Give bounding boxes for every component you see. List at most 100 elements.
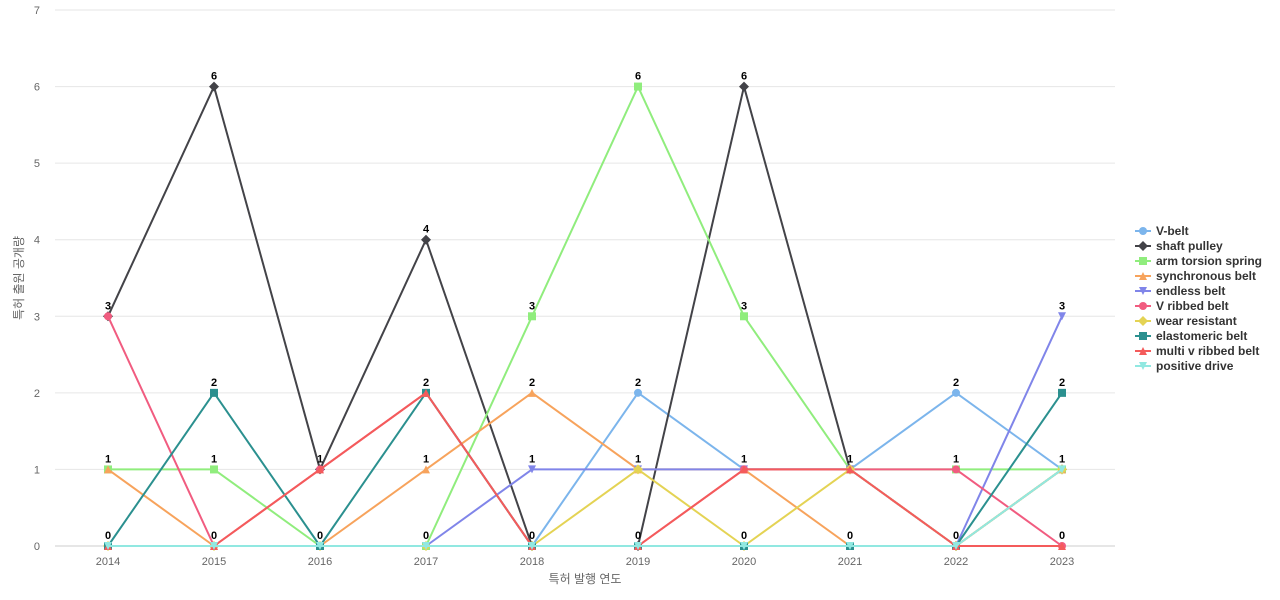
grid-layer xyxy=(55,9,1115,547)
data-label: 0 xyxy=(741,530,747,542)
data-label: 2 xyxy=(635,377,641,389)
data-label: 2 xyxy=(953,377,959,389)
data-label: 2 xyxy=(423,377,429,389)
y-tick-label: 6 xyxy=(34,82,40,94)
legend-label: endless belt xyxy=(1156,284,1225,298)
data-label: 2 xyxy=(529,377,535,389)
legend-item[interactable]: elastomeric belt xyxy=(1135,329,1247,343)
data-point[interactable] xyxy=(210,465,218,474)
legend-item[interactable]: synchronous belt xyxy=(1135,269,1256,283)
legend-marker-symbol xyxy=(1139,272,1147,280)
legend-marker-symbol xyxy=(1138,316,1148,326)
y-tick-label: 1 xyxy=(34,464,40,476)
data-point[interactable] xyxy=(104,542,112,550)
data-point[interactable] xyxy=(528,542,536,550)
legend-item[interactable]: multi v ribbed belt xyxy=(1135,344,1259,358)
data-point[interactable] xyxy=(210,542,218,550)
data-point[interactable] xyxy=(846,542,854,550)
data-point[interactable] xyxy=(952,542,960,550)
data-point[interactable] xyxy=(1058,388,1066,397)
y-tick-label: 4 xyxy=(34,235,40,247)
data-point[interactable] xyxy=(952,465,960,474)
x-tick-label: 2019 xyxy=(626,556,650,568)
data-label: 0 xyxy=(423,530,429,542)
data-label: 1 xyxy=(953,453,959,465)
series-line[interactable] xyxy=(108,468,1063,547)
data-point[interactable] xyxy=(210,388,218,397)
data-point[interactable] xyxy=(633,464,643,475)
data-point[interactable] xyxy=(739,81,749,92)
data-label: 2 xyxy=(1059,377,1065,389)
legend-label: V-belt xyxy=(1156,224,1189,238)
data-label: 6 xyxy=(741,71,747,83)
data-point[interactable] xyxy=(1058,542,1066,550)
data-point[interactable] xyxy=(1058,465,1066,474)
data-point[interactable] xyxy=(528,312,536,321)
data-label: 1 xyxy=(741,453,747,465)
data-point[interactable] xyxy=(422,465,430,474)
series-layer xyxy=(103,81,1067,551)
data-point[interactable] xyxy=(421,234,431,245)
data-point[interactable] xyxy=(740,312,748,321)
legend-label: arm torsion spring xyxy=(1156,254,1262,268)
data-point[interactable] xyxy=(316,465,324,474)
legend-marker-symbol xyxy=(1139,347,1147,355)
data-label: 0 xyxy=(529,530,535,542)
legend-item[interactable]: V-belt xyxy=(1135,224,1189,238)
data-label: 3 xyxy=(529,300,535,312)
data-label: 3 xyxy=(1059,300,1065,312)
legend-item[interactable]: V ribbed belt xyxy=(1135,299,1229,313)
x-tick-label: 2014 xyxy=(96,556,120,568)
x-tick-label: 2023 xyxy=(1050,556,1074,568)
data-label: 0 xyxy=(317,530,323,542)
data-point[interactable] xyxy=(528,388,536,397)
legend-label: synchronous belt xyxy=(1156,269,1256,283)
legend-item[interactable]: wear resistant xyxy=(1135,314,1237,328)
data-point[interactable] xyxy=(952,388,960,397)
legend-item[interactable]: arm torsion spring xyxy=(1135,254,1262,268)
legend-marker-symbol xyxy=(1139,302,1147,310)
data-label: 0 xyxy=(847,530,853,542)
data-point[interactable] xyxy=(209,81,219,92)
y-axis-title: 특허 출원 공개량 xyxy=(12,236,26,320)
data-point[interactable] xyxy=(634,388,642,397)
data-point[interactable] xyxy=(740,542,748,550)
data-point[interactable] xyxy=(634,82,642,91)
x-tick-label: 2021 xyxy=(838,556,862,568)
x-tick-label: 2015 xyxy=(202,556,226,568)
data-point[interactable] xyxy=(104,465,112,474)
data-point[interactable] xyxy=(528,465,536,474)
legend-marker-symbol xyxy=(1139,287,1147,295)
x-tick-label: 2018 xyxy=(520,556,544,568)
data-label: 1 xyxy=(105,453,111,465)
data-label: 0 xyxy=(211,530,217,542)
data-label: 1 xyxy=(635,453,641,465)
x-tick-label: 2022 xyxy=(944,556,968,568)
data-label: 1 xyxy=(211,453,217,465)
data-point[interactable] xyxy=(740,465,748,474)
series-wear-resistant xyxy=(103,464,1067,551)
x-tick-label: 2016 xyxy=(308,556,332,568)
data-label: 1 xyxy=(1059,453,1065,465)
data-label: 6 xyxy=(635,71,641,83)
series-line[interactable] xyxy=(108,468,1063,547)
y-tick-label: 5 xyxy=(34,158,40,170)
data-point[interactable] xyxy=(316,542,324,550)
data-label: 4 xyxy=(423,224,430,236)
legend-item[interactable]: shaft pulley xyxy=(1135,239,1223,253)
data-point[interactable] xyxy=(422,388,430,397)
data-point[interactable] xyxy=(634,542,642,550)
legend-label: multi v ribbed belt xyxy=(1156,344,1259,358)
data-point[interactable] xyxy=(422,542,430,550)
legend-label: positive drive xyxy=(1156,359,1234,373)
legend-item[interactable]: endless belt xyxy=(1135,284,1225,298)
x-axis-title: 특허 발행 연도 xyxy=(549,571,622,586)
data-point[interactable] xyxy=(846,465,854,474)
data-point[interactable] xyxy=(1058,312,1066,321)
data-point[interactable] xyxy=(104,312,112,321)
y-tick-label: 3 xyxy=(34,311,40,323)
legend-item[interactable]: positive drive xyxy=(1135,359,1234,373)
